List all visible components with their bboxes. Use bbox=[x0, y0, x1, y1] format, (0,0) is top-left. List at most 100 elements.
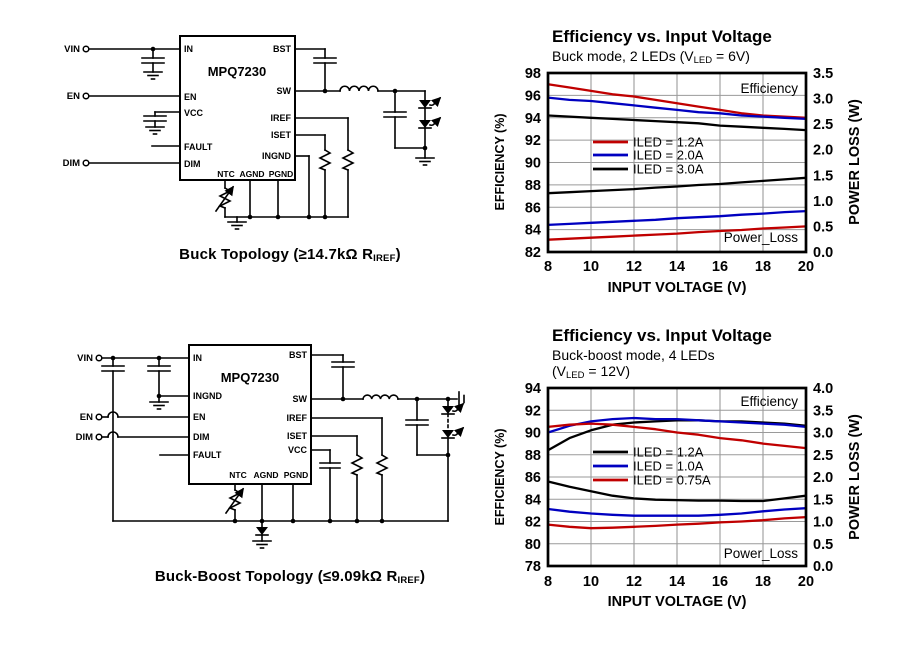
y-right-tick-label: 2.0 bbox=[813, 470, 833, 486]
pin-label-vcc: VCC bbox=[288, 445, 308, 455]
x-tick-label: 12 bbox=[626, 574, 642, 590]
pin-label-in: IN bbox=[184, 44, 193, 54]
inductor-symbol bbox=[339, 85, 379, 92]
ntc-thermistor-symbol bbox=[214, 185, 235, 213]
y-right-tick-label: 3.5 bbox=[813, 403, 833, 419]
ground-symbol bbox=[145, 126, 165, 135]
power-loss-line-ILED = 0.75A bbox=[547, 515, 807, 530]
x-tick-label: 18 bbox=[755, 259, 771, 275]
power-loss-line-ILED = 1.2A bbox=[547, 225, 807, 241]
y-left-tick-label: 78 bbox=[525, 559, 541, 575]
pin-label-dim: DIM bbox=[193, 432, 210, 442]
ground-symbol bbox=[227, 221, 247, 230]
pin-label-ingnd: INGND bbox=[193, 391, 223, 401]
chart2-subtitle-line2: (VLED = 12V) bbox=[552, 363, 631, 381]
y-left-tick-label: 90 bbox=[525, 156, 541, 172]
input-capacitor-symbol bbox=[147, 365, 171, 372]
efficiency-line-ILED = 2.0A bbox=[547, 96, 807, 121]
chart2-subtitle-line1: Buck-boost mode, 4 LEDs bbox=[552, 347, 715, 363]
y-left-tick-label: 80 bbox=[525, 537, 541, 553]
y-left-axis-title: EFFICIENCY (%) bbox=[493, 429, 507, 526]
pin-label-agnd: AGND bbox=[239, 169, 264, 179]
pin-label-sw: SW bbox=[277, 86, 292, 96]
buck-boost-topology-schematic: MPQ7230 VIN EN DIM IN INGND EN DIM FAULT… bbox=[76, 344, 465, 549]
pin-label-iset: ISET bbox=[287, 431, 308, 441]
bst-capacitor-symbol bbox=[313, 57, 337, 64]
y-right-tick-label: 1.5 bbox=[813, 492, 833, 508]
ic-part-number: MPQ7230 bbox=[208, 64, 267, 79]
plot-border bbox=[546, 71, 808, 254]
y-right-tick-label: 3.0 bbox=[813, 92, 833, 108]
y-left-tick-label: 82 bbox=[525, 515, 541, 531]
x-tick-label: 20 bbox=[798, 574, 814, 590]
x-tick-label: 14 bbox=[669, 574, 685, 590]
wires bbox=[101, 354, 465, 542]
x-tick-label: 16 bbox=[712, 259, 728, 275]
y-right-tick-label: 0.5 bbox=[813, 219, 833, 235]
x-tick-label: 16 bbox=[712, 574, 728, 590]
output-capacitor-symbol bbox=[405, 419, 429, 426]
y-left-tick-label: 86 bbox=[525, 470, 541, 486]
buck-topology-schematic: MPQ7230 VIN EN DIM IN EN VCC FAULT DIM B… bbox=[63, 35, 442, 230]
pin-label-sw: SW bbox=[293, 394, 308, 404]
y-right-tick-label: 3.0 bbox=[813, 426, 833, 442]
terminal-label-en: EN bbox=[67, 91, 80, 102]
pin-label-ntc: NTC bbox=[217, 169, 234, 179]
legend-label: ILED = 1.2A bbox=[633, 445, 704, 460]
iset-resistor-symbol bbox=[318, 148, 332, 172]
pin-label-fault: FAULT bbox=[193, 450, 222, 460]
legend-label: ILED = 3.0A bbox=[633, 162, 704, 177]
chart1-title: Efficiency vs. Input Voltage bbox=[552, 27, 772, 46]
y-left-tick-label: 84 bbox=[525, 492, 541, 508]
power-loss-line-ILED = 1.0A bbox=[547, 507, 807, 517]
efficiency-chart-buck: 98 96 94 92 90 88 86 84 82 3.5 3.0 2.5 2.0 1.5 1.0 0.5 0… bbox=[493, 66, 863, 296]
terminal-label-en: EN bbox=[80, 412, 93, 423]
efficiency-line-ILED = 0.75A bbox=[547, 422, 807, 450]
terminal-label-dim: DIM bbox=[76, 432, 94, 443]
y-left-tick-label: 84 bbox=[525, 223, 541, 239]
y-right-tick-label: 4.0 bbox=[813, 381, 833, 397]
pin-label-fault: FAULT bbox=[184, 142, 213, 152]
y-right-tick-label: 2.0 bbox=[813, 143, 833, 159]
pin-label-in: IN bbox=[193, 353, 202, 363]
pin-label-agnd: AGND bbox=[253, 470, 278, 480]
legend-label: ILED = 2.0A bbox=[633, 148, 704, 163]
x-tick-label: 20 bbox=[798, 259, 814, 275]
vcc-capacitor-symbol bbox=[319, 462, 341, 469]
y-right-tick-label: 0.5 bbox=[813, 537, 833, 553]
x-tick-label: 18 bbox=[755, 574, 771, 590]
pin-label-iref: IREF bbox=[270, 113, 291, 123]
ic-body bbox=[179, 35, 296, 181]
x-axis-title: INPUT VOLTAGE (V) bbox=[608, 594, 747, 610]
x-tick-label: 10 bbox=[583, 259, 599, 275]
y-right-tick-label: 0.0 bbox=[813, 559, 833, 575]
pin-label-dim: DIM bbox=[184, 159, 201, 169]
vcc-capacitor-symbol bbox=[143, 115, 167, 122]
ntc-thermistor-symbol bbox=[224, 487, 245, 515]
y-left-tick-label: 90 bbox=[525, 426, 541, 442]
ground-symbol bbox=[252, 540, 272, 549]
chart1-subtitle: Buck mode, 2 LEDs (VLED = 6V) bbox=[552, 48, 750, 66]
efficiency-line-ILED = 1.0A bbox=[547, 416, 807, 434]
legend-label: ILED = 0.75A bbox=[633, 473, 711, 488]
pin-label-pgnd: PGND bbox=[284, 470, 309, 480]
pin-label-bst: BST bbox=[273, 44, 292, 54]
y-left-tick-label: 88 bbox=[525, 178, 541, 194]
ic-body bbox=[188, 344, 312, 485]
power-loss-line-ILED = 1.2A bbox=[547, 480, 807, 503]
wires bbox=[88, 48, 426, 223]
iref-resistor-symbol bbox=[375, 453, 389, 477]
y-right-tick-label: 1.0 bbox=[813, 194, 833, 210]
y-left-tick-label: 96 bbox=[525, 88, 541, 104]
terminal-label-vin: VIN bbox=[77, 353, 93, 364]
y-right-axis-title: POWER LOSS (W) bbox=[847, 414, 863, 540]
power-loss-annotation: Power_Loss bbox=[724, 546, 799, 561]
y-right-tick-label: 2.5 bbox=[813, 448, 833, 464]
pin-label-en: EN bbox=[193, 412, 206, 422]
inductor-symbol bbox=[362, 394, 399, 400]
terminal-circles bbox=[95, 354, 103, 441]
output-capacitor-symbol bbox=[383, 111, 407, 118]
plot-border bbox=[546, 386, 808, 568]
y-right-tick-label: 2.5 bbox=[813, 117, 833, 133]
